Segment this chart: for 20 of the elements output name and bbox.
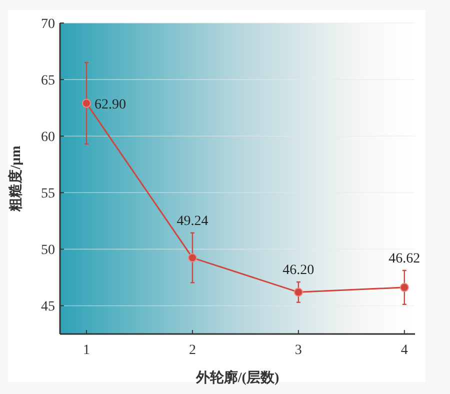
data-label: 46.62	[388, 251, 420, 266]
data-label: 49.24	[176, 214, 208, 229]
y-tick-label: 50	[41, 243, 55, 258]
point	[400, 282, 409, 292]
point	[188, 253, 197, 262]
y-axis-title: 粗糙度/μm	[7, 145, 24, 212]
data-label: 46.20	[282, 262, 314, 278]
x-tick-label: 3	[294, 343, 302, 358]
y-tick-label: 45	[41, 300, 55, 315]
data-label: 62.90	[94, 97, 126, 112]
y-tick-label: 65	[41, 74, 55, 89]
y-tick-label: 70	[41, 17, 55, 32]
point	[82, 98, 91, 108]
y-tick-label: 55	[41, 186, 55, 202]
point	[294, 288, 303, 297]
x-tick-label: 2	[188, 343, 196, 358]
x-tick-label: 1	[82, 343, 90, 358]
y-tick-label: 60	[41, 130, 55, 146]
x-axis-title: 外轮廓/(层数)	[194, 369, 280, 386]
x-tick-label: 4	[400, 343, 408, 358]
